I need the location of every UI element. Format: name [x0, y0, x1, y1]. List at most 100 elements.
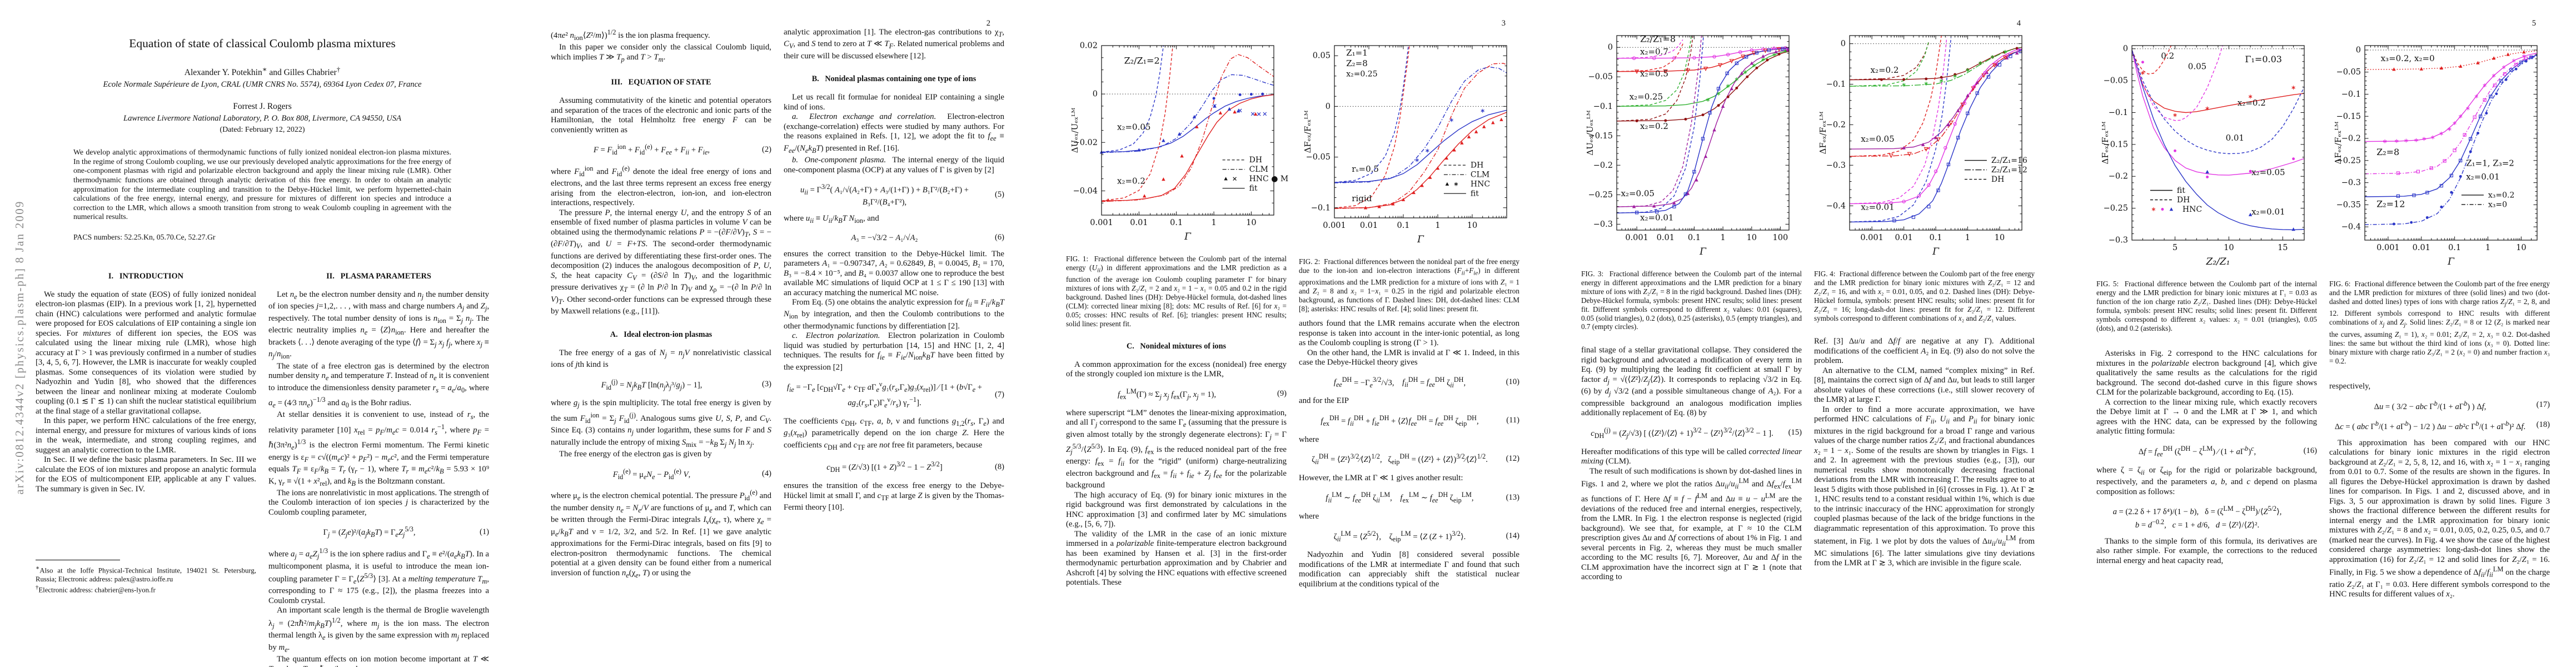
equation-9-number: (9) [1277, 389, 1287, 399]
equation-18: Δc = ( abc Γb/(1 + aΓb) − 1/2 ) Δu − ab²… [2329, 419, 2550, 432]
svg-text:−0.05: −0.05 [2336, 68, 2361, 77]
equation-7-number: (7) [994, 390, 1004, 399]
paragraph: analytic approximation [1]. The electron… [784, 28, 1005, 61]
svg-text:x₂=0.2: x₂=0.2 [2238, 98, 2266, 108]
svg-text:x₃=0.2: x₃=0.2 [2488, 191, 2515, 200]
paragraph: and for the EIP [1299, 396, 1349, 406]
parameters-equations-body: a = (2.2 δ + 17 δ⁴)/(1 − b), δ = (ζLM − … [2112, 505, 2282, 530]
svg-text:HNC ● MC: HNC ● MC [1249, 175, 1288, 183]
svg-text:100: 100 [1773, 233, 1788, 242]
page4-right-column: 0.001 0.01 0.1 1 10 0 −0.1 −0.2 −0.3 −0.4 x₂=0.2 x₂… [1814, 24, 2035, 583]
svg-text:−0.35: −0.35 [2336, 201, 2361, 210]
page-5: 5 5 10 15 0 −0.05 −0.1 −0.15 −0.2 −0.25 −0.3 Γ₁=0.… [2061, 0, 2576, 667]
equation-14-number: (14) [1506, 531, 1519, 541]
paragraph: Assuming commutativity of the kinetic an… [551, 96, 771, 135]
svg-text:1: 1 [1211, 218, 1216, 227]
paragraph: a. Electron exchange and correlation. El… [784, 112, 1004, 155]
page2-left-column: (4πe² nion⟨Z²/m⟩)1/2 is the ion plasma f… [551, 28, 771, 580]
equation-17-body: Δu = ( 3/2 − abc Γb/(1 + aΓb) ) Δf, [2374, 399, 2487, 411]
svg-text:0.01: 0.01 [1130, 218, 1148, 227]
pacs-numbers: PACS numbers: 52.25.Kn, 05.70.Ce, 52.27.… [73, 232, 216, 241]
svg-text:−0.1: −0.1 [1826, 80, 1846, 89]
paragraph: In this paper, we perform HNC calculatio… [36, 416, 256, 455]
svg-text:0.1: 0.1 [1170, 218, 1183, 227]
equation-9: fexLM(Γ) ≈ Σj xj fex(Γj, xj = 1), (9) [1066, 386, 1287, 402]
authors-line-1: Alexander Y. Potekhin∗ and Gilles Chabri… [184, 65, 341, 78]
equation-11-number: (11) [1506, 416, 1519, 425]
figure-3-plot: 0.001 0.01 0.1 1 10 100 0 −0.05 −0.1 −0.15 −0.2 −0.… [1585, 34, 1790, 257]
paragraph: Let us recall fit formulae for nonideal … [784, 93, 1004, 112]
svg-text:0: 0 [2123, 44, 2128, 53]
paper-title: Equation of state of classical Coulomb p… [129, 37, 396, 50]
page5-left-column: 5 10 15 0 −0.05 −0.1 −0.15 −0.2 −0.25 −0.3 Γ₁=0.03… [2096, 24, 2317, 600]
paragraph: The free energy of a gas of Nj = njV non… [551, 348, 771, 370]
svg-text:Z₂/Z₁: Z₂/Z₁ [2206, 256, 2230, 267]
dated-line: (Dated: February 12, 2022) [220, 126, 305, 135]
svg-text:−0.05: −0.05 [2104, 77, 2128, 86]
equation-11-body: fexDH = fiiDH + fieDH + ⟨Z⟩feeDH = feeDH… [1321, 414, 1479, 427]
page1-left-column: I. INTRODUCTION We study the equation of… [36, 258, 256, 667]
svg-text:x₂=0.01: x₂=0.01 [1861, 202, 1894, 212]
svg-text:fit: fit [1471, 190, 1479, 198]
svg-text:1: 1 [1720, 233, 1725, 242]
equation-14-body: ζiiLM = ⟨Z5/2⟩, ζeipLM = ⟨Z (Z + 1)3/2⟩. [1333, 529, 1466, 543]
paragraph: ensures the correct transition to the De… [784, 249, 1004, 297]
svg-text:HNC: HNC [1471, 180, 1490, 189]
page-number: 2 [986, 19, 990, 28]
paragraph: where aj = aeZj1/3 is the ion sphere rad… [268, 547, 489, 605]
svg-text:Z₂=8: Z₂=8 [1346, 58, 1368, 68]
affiliation-1: Ecole Normale Supérieure de Lyon, CRAL (… [103, 80, 422, 89]
svg-text:−0.4: −0.4 [2341, 223, 2361, 232]
equation-13-body: fiiLM ∼ feeDH ζiiLM, fexLM ∼ feeDH ζeipL… [1326, 491, 1474, 505]
equation-7-body: fie = −Γe [cDH√Γe + cTF aΓeνg₁(rs,Γe)g₃(… [786, 380, 983, 409]
svg-text:−0.05: −0.05 [1588, 73, 1613, 82]
svg-text:0: 0 [1608, 43, 1613, 52]
paragraph: Let ne be the electron number density an… [268, 290, 490, 361]
paragraph: The free energy of the electron gas is g… [559, 450, 712, 459]
svg-text:Z₂/Z₁=12: Z₂/Z₁=12 [1991, 166, 2027, 175]
equation-10-body: feeDH = −Γe3/2/√3, fiiDH = feeDH ζiiDH, [1333, 375, 1466, 389]
svg-text:x₂=0.01: x₂=0.01 [2251, 207, 2285, 217]
paragraph: authors found that the LMR remains accur… [1299, 319, 1519, 348]
svg-text:−0.3: −0.3 [1593, 220, 1613, 229]
svg-text:fit: fit [1249, 184, 1258, 193]
svg-text:0.1: 0.1 [2448, 243, 2461, 252]
page3-right-column: 0.001 0.01 0.1 1 10 0.05 0 −0.05 −0.1 Z₁=1 Z₂=8 x₂=… [1299, 24, 1519, 589]
abstract: We develop analytic approximations of th… [73, 148, 451, 221]
paragraph: The state of a free electron gas is dete… [268, 361, 490, 409]
svg-text:Z₂/Z₁=16: Z₂/Z₁=16 [1991, 156, 2027, 165]
svg-text:0.01: 0.01 [1657, 233, 1675, 242]
paragraph: The quantum effects on ion motion become… [268, 655, 489, 667]
figure-4-caption: FIG. 4: Fractional difference between th… [1814, 270, 2035, 322]
svg-text:Z₂=12: Z₂=12 [2376, 199, 2405, 210]
page-number: 5 [2532, 19, 2536, 28]
svg-text:DH: DH [2177, 196, 2190, 205]
svg-text:x₂=0.05: x₂=0.05 [1621, 188, 1655, 198]
figure-4-plot: 0.001 0.01 0.1 1 10 0 −0.1 −0.2 −0.3 −0.4 x₂=0.2 x₂… [1818, 35, 2027, 257]
svg-text:Γ: Γ [1184, 231, 1192, 242]
svg-text:10: 10 [1995, 233, 2005, 242]
svg-text:−0.05: −0.05 [1306, 153, 1331, 162]
title-block: Equation of state of classical Coulomb p… [36, 0, 489, 242]
svg-text:15: 15 [2278, 243, 2288, 252]
equation-13-number: (13) [1506, 492, 1519, 502]
equation-10-number: (10) [1506, 377, 1519, 386]
figure-4: 0.001 0.01 0.1 1 10 0 −0.1 −0.2 −0.3 −0.4 x₂=0.2 x₂… [1814, 27, 2035, 322]
svg-text:Z₂/Z₁=2: Z₂/Z₁=2 [1124, 56, 1160, 66]
svg-text:x₂=0.25: x₂=0.25 [1346, 70, 1377, 79]
paragraph: final stage of a stellar gravitational c… [1581, 346, 1802, 418]
svg-text:x₂=0.5: x₂=0.5 [1640, 69, 1668, 79]
equation-1: Γj = (Zje)²/(ajkBT) = ΓeZj5/3, (1) [268, 524, 489, 540]
equation-2-number: (2) [761, 145, 771, 154]
paragraph: where superscript “LM” denotes the linea… [1066, 408, 1287, 490]
equation-18-number: (18) [2536, 420, 2550, 430]
equation-17: Δu = ( 3/2 − abc Γb/(1 + aΓb) ) Δf, (17) [2329, 399, 2550, 412]
paragraph: The high accuracy of Eq. (9) for binary … [1066, 490, 1287, 529]
paragraph: Ref. [3] Δu/u and Δf/f are negative at a… [1814, 337, 2035, 366]
svg-text:0.001: 0.001 [1625, 233, 1648, 242]
paragraph: respectively, [2329, 382, 2371, 391]
paragraph: A correction to the linear mixing rule, … [2096, 397, 2317, 436]
svg-text:x₂=0.05: x₂=0.05 [2251, 167, 2285, 177]
figure-2: 0.001 0.01 0.1 1 10 0.05 0 −0.05 −0.1 Z₁=1 Z₂=8 x₂=… [1299, 37, 1519, 313]
